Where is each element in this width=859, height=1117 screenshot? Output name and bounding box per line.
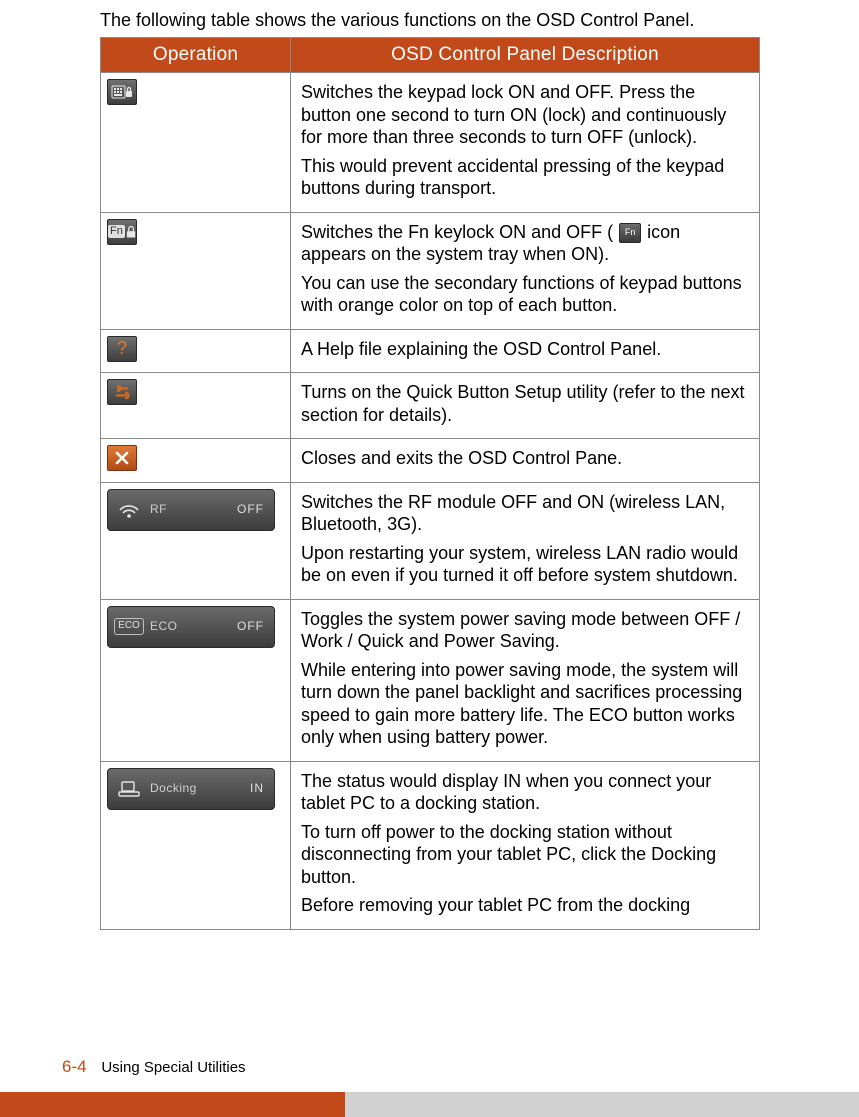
docking-pill: Docking IN (107, 768, 275, 810)
desc-fragment: and (404, 631, 444, 651)
fn-label: Fn (408, 222, 429, 242)
col-header-description: OSD Control Panel Description (291, 38, 760, 73)
bold-term: Power Saving (444, 631, 555, 651)
bold-term: ECO (589, 705, 628, 725)
table-row: Turns on the Quick Button Setup utility … (101, 373, 760, 439)
pill-label: Docking (150, 781, 250, 796)
desc-text: Switches the RF module OFF and ON (wirel… (301, 491, 749, 536)
desc-fragment: keylock ON and OFF ( (429, 222, 618, 242)
desc-fragment: The status would display (301, 771, 503, 791)
desc-text: To turn off power to the docking station… (301, 821, 749, 889)
close-icon (107, 445, 137, 471)
pill-status: OFF (237, 619, 274, 634)
fn-lock-icon: Fn (107, 219, 137, 245)
pill-status: OFF (237, 502, 274, 517)
table-row: RF OFF Switches the RF module OFF and ON… (101, 482, 760, 599)
page-footer: 6-4 Using Special Utilities (0, 1045, 859, 1117)
keyboard-lock-icon (107, 79, 137, 105)
table-row: Docking IN The status would display IN w… (101, 761, 760, 929)
wifi-icon (108, 489, 150, 531)
desc-fragment: Switches the (301, 222, 408, 242)
pill-label: RF (150, 502, 237, 517)
osd-functions-table: Operation OSD Control Panel Description (100, 37, 760, 930)
col-header-operation: Operation (101, 38, 291, 73)
desc-text: Turns on the Quick Button Setup utility … (301, 381, 749, 426)
pill-label: ECO (150, 619, 237, 634)
table-row: Switches the keypad lock ON and OFF. Pre… (101, 73, 760, 213)
desc-text: Upon restarting your system, wireless LA… (301, 542, 749, 587)
desc-text: A Help file explaining the OSD Control P… (301, 338, 749, 361)
section-title: Using Special Utilities (101, 1059, 245, 1076)
table-row: ECO ECO OFF Toggles the system power sav… (101, 599, 760, 761)
table-row: ? A Help file explaining the OSD Control… (101, 329, 760, 373)
bold-term: Docking (651, 844, 716, 864)
rf-toggle-pill: RF OFF (107, 489, 275, 531)
table-row: Closes and exits the OSD Control Pane. (101, 439, 760, 483)
desc-text: You can use the secondary functions of k… (301, 272, 749, 317)
page-number: 6-4 (62, 1057, 87, 1076)
eco-icon: ECO (108, 606, 150, 648)
quick-setup-icon (107, 379, 137, 405)
desc-text: This would prevent accidental pressing o… (301, 155, 749, 200)
desc-text: Toggles the system power saving mode bet… (301, 608, 749, 653)
intro-text: The following table shows the various fu… (100, 10, 759, 31)
help-icon: ? (107, 336, 137, 362)
footer-bar-grey (345, 1092, 859, 1117)
docking-icon (108, 768, 150, 810)
pill-status: IN (250, 781, 274, 796)
eco-toggle-pill: ECO ECO OFF (107, 606, 275, 648)
table-row: Fn Switches the Fn keylock ON and OFF ( … (101, 212, 760, 329)
desc-text: The status would display IN when you con… (301, 770, 749, 815)
bold-term: IN (503, 771, 521, 791)
desc-fragment: To turn off power to the docking station… (301, 822, 672, 865)
footer-bar-orange (0, 1092, 345, 1117)
desc-text: Switches the Fn keylock ON and OFF ( Fn … (301, 221, 749, 266)
desc-text: Before removing your tablet PC from the … (301, 894, 749, 917)
fn-tray-icon: Fn (619, 223, 641, 243)
desc-fragment: button. (301, 867, 356, 887)
desc-text: While entering into power saving mode, t… (301, 659, 749, 749)
desc-fragment: . (555, 631, 560, 651)
desc-text: Closes and exits the OSD Control Pane. (301, 447, 749, 470)
desc-fragment: Toggles the system power saving mode bet… (301, 609, 694, 629)
desc-text: Switches the keypad lock ON and OFF. Pre… (301, 81, 749, 149)
